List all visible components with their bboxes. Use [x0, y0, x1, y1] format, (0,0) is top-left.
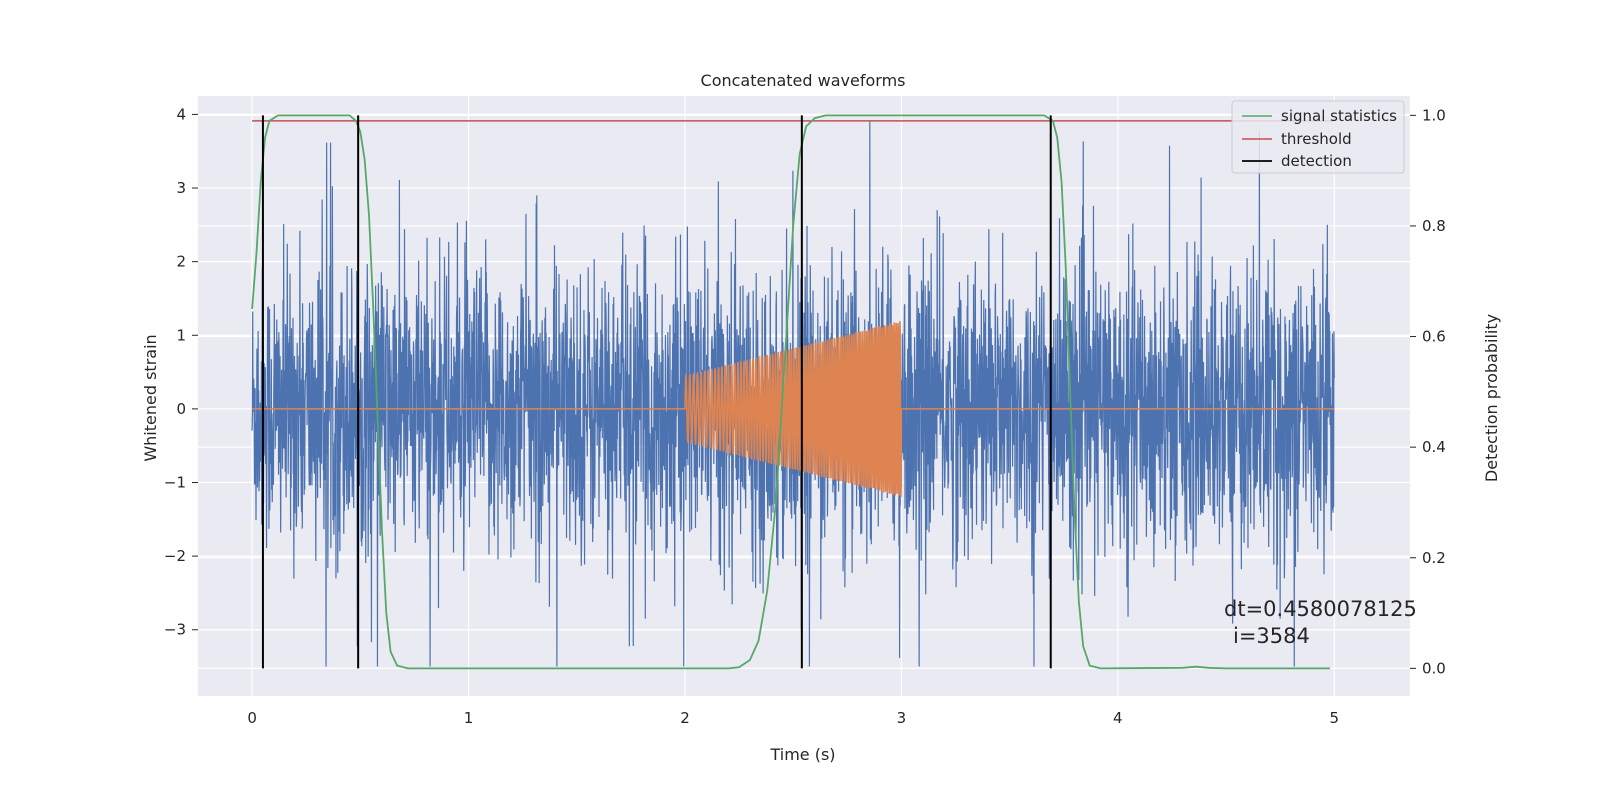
- tick-label-x: 3: [897, 709, 907, 727]
- tick-label-left: 1: [176, 326, 186, 344]
- tick-label-left: 3: [176, 179, 186, 197]
- chart-title: Concatenated waveforms: [701, 71, 906, 90]
- tick-label-left: 0: [176, 400, 186, 418]
- legend-label-threshold: threshold: [1281, 130, 1352, 148]
- annotation-i: i=3584: [1233, 624, 1310, 648]
- tick-label-right: 0.4: [1422, 438, 1446, 456]
- y-axis-label-right: Detection probability: [1482, 314, 1501, 482]
- tick-label-left: −1: [164, 474, 186, 492]
- legend: signal statistics threshold detection: [1231, 100, 1405, 174]
- annotation-dt: dt=0.4580078125: [1224, 597, 1417, 621]
- x-axis-ticks: 0 1 2 3 4 5: [247, 709, 1339, 727]
- tick-label-left: 2: [176, 253, 186, 271]
- x-axis-label: Time (s): [769, 745, 835, 764]
- tick-label-x: 5: [1329, 709, 1339, 727]
- right-axis-ticks: 0.0 0.2 0.4 0.6 0.8 1.0: [1410, 106, 1446, 677]
- tick-label-x: 0: [247, 709, 257, 727]
- tick-label-right: 0.8: [1422, 217, 1446, 235]
- y-axis-label-left: Whitened strain: [141, 334, 160, 461]
- left-axis-ticks: −3 −2 −1 0 1 2 3 4: [164, 105, 198, 639]
- series-layer: [251, 114, 1335, 670]
- tick-label-x: 2: [680, 709, 690, 727]
- tick-label-x: 1: [464, 709, 474, 727]
- tick-label-x: 4: [1113, 709, 1123, 727]
- legend-box: [1231, 100, 1405, 174]
- injected-waveform-line: [252, 321, 1335, 498]
- tick-label-right: 0.6: [1422, 328, 1446, 346]
- tick-label-left: −3: [164, 621, 186, 639]
- tick-label-right: 0.0: [1422, 659, 1446, 677]
- legend-label-detection: detection: [1281, 152, 1352, 170]
- tick-label-left: −2: [164, 547, 186, 565]
- tick-label-right: 1.0: [1422, 106, 1446, 124]
- tick-label-left: 4: [176, 105, 186, 123]
- tick-label-right: 0.2: [1422, 549, 1446, 567]
- legend-label-signal-statistics: signal statistics: [1281, 107, 1397, 125]
